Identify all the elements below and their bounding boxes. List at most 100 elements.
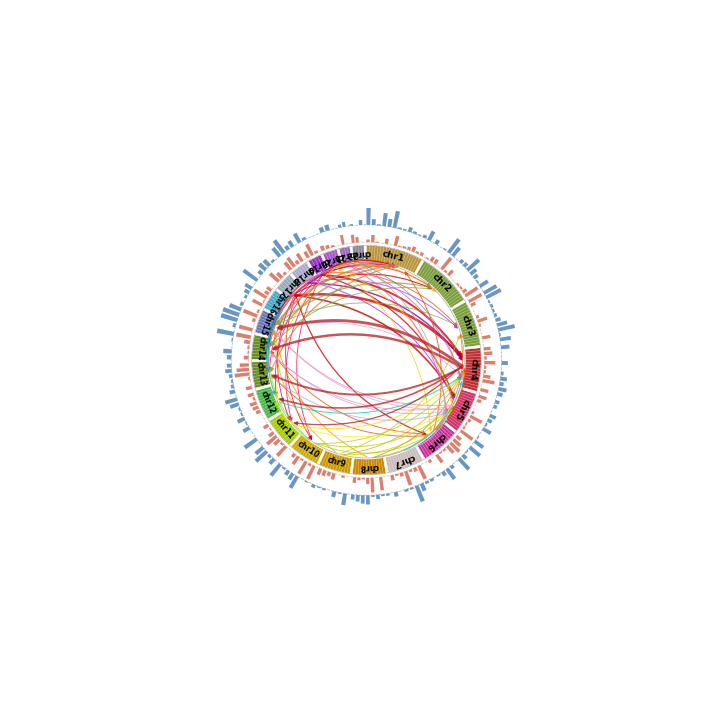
Wedge shape — [465, 422, 468, 426]
FancyArrowPatch shape — [280, 377, 460, 414]
Wedge shape — [350, 494, 355, 500]
FancyArrowPatch shape — [295, 264, 392, 293]
FancyArrowPatch shape — [275, 274, 322, 395]
Wedge shape — [292, 456, 300, 465]
Wedge shape — [499, 332, 501, 337]
Wedge shape — [403, 229, 407, 231]
Wedge shape — [366, 496, 370, 505]
Wedge shape — [340, 235, 345, 245]
Wedge shape — [232, 323, 236, 327]
Wedge shape — [458, 457, 470, 471]
Wedge shape — [250, 401, 257, 407]
Wedge shape — [217, 329, 235, 336]
Wedge shape — [271, 247, 281, 257]
Wedge shape — [462, 348, 481, 391]
Wedge shape — [435, 453, 444, 463]
Wedge shape — [415, 485, 425, 502]
Wedge shape — [244, 438, 258, 449]
Wedge shape — [470, 268, 478, 275]
Text: chr20: chr20 — [319, 251, 345, 267]
Wedge shape — [477, 317, 488, 323]
Wedge shape — [403, 246, 406, 249]
FancyArrowPatch shape — [271, 267, 392, 371]
Wedge shape — [244, 289, 250, 294]
FancyArrowPatch shape — [437, 369, 466, 429]
Wedge shape — [351, 235, 355, 243]
Wedge shape — [484, 352, 493, 355]
FancyArrowPatch shape — [321, 275, 462, 357]
Wedge shape — [415, 251, 419, 255]
Wedge shape — [381, 494, 385, 496]
Wedge shape — [255, 446, 265, 455]
FancyArrowPatch shape — [336, 265, 435, 292]
FancyArrowPatch shape — [295, 295, 454, 396]
Wedge shape — [252, 318, 256, 322]
Wedge shape — [366, 208, 370, 225]
FancyArrowPatch shape — [374, 371, 463, 457]
Wedge shape — [286, 257, 296, 267]
Wedge shape — [220, 313, 238, 322]
Wedge shape — [413, 231, 417, 235]
FancyArrowPatch shape — [275, 333, 451, 406]
Wedge shape — [225, 397, 237, 404]
Text: chr9: chr9 — [326, 456, 347, 470]
Wedge shape — [447, 238, 460, 254]
Wedge shape — [280, 442, 284, 446]
Wedge shape — [227, 364, 232, 368]
Wedge shape — [267, 454, 272, 458]
Wedge shape — [455, 435, 462, 441]
FancyArrowPatch shape — [309, 262, 396, 281]
Wedge shape — [398, 245, 402, 247]
FancyArrowPatch shape — [322, 260, 390, 273]
Text: chr21: chr21 — [333, 248, 359, 262]
Wedge shape — [483, 374, 490, 379]
FancyArrowPatch shape — [267, 312, 281, 371]
Wedge shape — [430, 478, 434, 482]
FancyArrowPatch shape — [295, 376, 461, 429]
Wedge shape — [385, 239, 389, 244]
Wedge shape — [443, 247, 447, 251]
FancyArrowPatch shape — [349, 265, 448, 412]
Wedge shape — [311, 484, 316, 488]
Wedge shape — [257, 309, 260, 313]
Wedge shape — [266, 286, 272, 292]
FancyArrowPatch shape — [286, 273, 323, 421]
Wedge shape — [376, 495, 380, 499]
FancyArrowPatch shape — [406, 417, 447, 450]
Wedge shape — [319, 227, 325, 233]
Wedge shape — [498, 324, 515, 332]
Wedge shape — [366, 240, 370, 242]
Wedge shape — [484, 366, 486, 369]
Wedge shape — [273, 438, 280, 446]
Wedge shape — [418, 465, 427, 480]
FancyArrowPatch shape — [310, 282, 453, 399]
FancyArrowPatch shape — [271, 351, 428, 434]
Wedge shape — [398, 227, 402, 230]
FancyArrowPatch shape — [360, 263, 462, 379]
Wedge shape — [451, 247, 461, 257]
Wedge shape — [303, 251, 310, 258]
FancyArrowPatch shape — [268, 309, 282, 394]
Wedge shape — [499, 382, 504, 386]
Wedge shape — [320, 245, 325, 251]
Wedge shape — [223, 349, 232, 354]
Wedge shape — [405, 488, 409, 492]
FancyArrowPatch shape — [267, 350, 309, 439]
Wedge shape — [297, 461, 307, 475]
Wedge shape — [444, 389, 476, 431]
Wedge shape — [495, 317, 501, 322]
Wedge shape — [305, 244, 314, 256]
Wedge shape — [256, 386, 282, 419]
Wedge shape — [352, 458, 386, 475]
Wedge shape — [272, 239, 285, 254]
Text: chr17: chr17 — [277, 275, 300, 299]
Wedge shape — [319, 451, 352, 473]
Wedge shape — [341, 476, 345, 478]
Wedge shape — [306, 465, 315, 480]
Wedge shape — [450, 464, 455, 469]
Wedge shape — [428, 230, 435, 241]
Wedge shape — [473, 440, 484, 449]
Wedge shape — [324, 225, 330, 231]
Wedge shape — [252, 361, 270, 388]
Wedge shape — [377, 224, 381, 225]
